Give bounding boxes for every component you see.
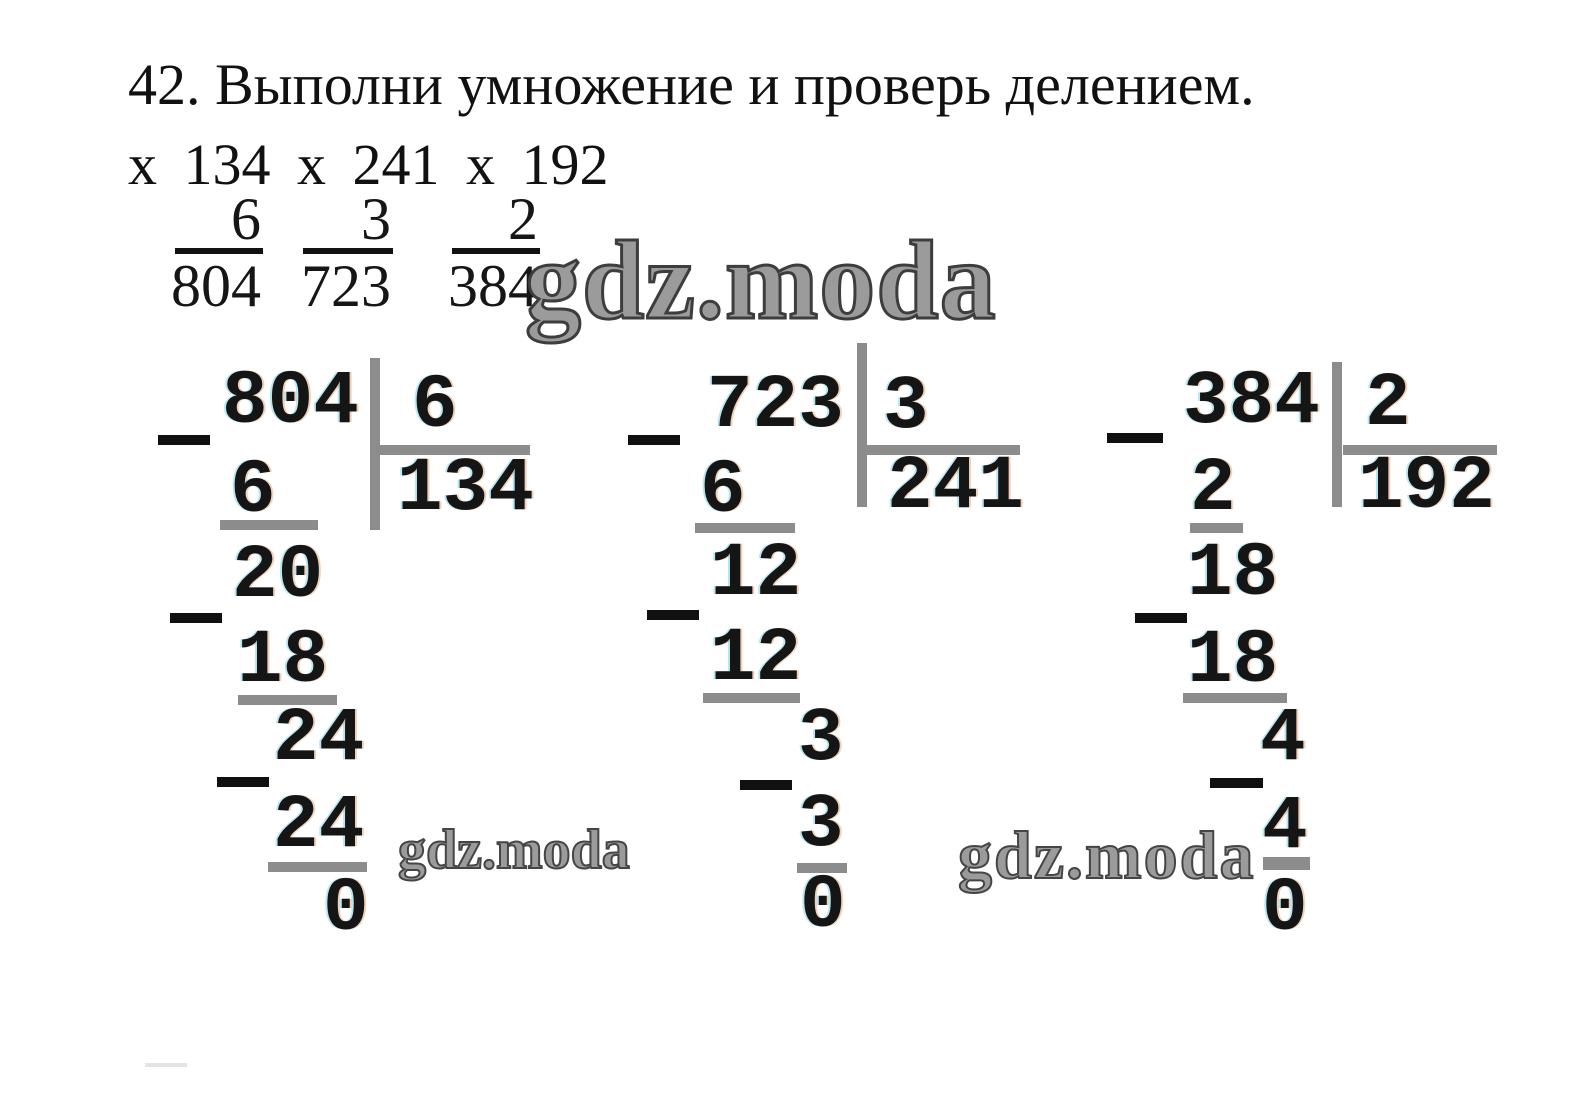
multiplication-column-1: 6 804 (171, 180, 263, 320)
division-corner-vertical-line (857, 343, 867, 507)
subtrahend-number: 18 (237, 618, 329, 704)
subtraction-underline (1190, 523, 1243, 533)
remainder-step-number: 18 (1187, 531, 1279, 617)
quotient-number: 134 (397, 446, 534, 532)
remainder-step-number: 4 (1260, 696, 1306, 782)
minus-sign (628, 435, 680, 445)
subtraction-underline (1183, 693, 1287, 703)
subtraction-underline (238, 695, 337, 705)
quotient-number: 241 (887, 444, 1024, 530)
subtrahend-number: 3 (798, 782, 844, 868)
divisor-number: 6 (412, 363, 458, 449)
minus-sign (217, 777, 269, 787)
multiplication-column-3: 2 384 (448, 180, 540, 320)
remainder-step-number: 20 (232, 533, 324, 619)
watermark-large: gdz.moda (524, 219, 998, 343)
subtraction-underline (703, 693, 800, 703)
multiplication-underline (303, 248, 393, 254)
watermark-small-left: gdz.moda (397, 819, 631, 881)
remainder-step-number: 3 (798, 696, 844, 782)
subtrahend-number: 18 (1187, 618, 1279, 704)
subtraction-underline (695, 523, 795, 533)
subtraction-underline (1263, 857, 1310, 870)
subtrahend-number: 12 (710, 616, 802, 702)
multiplier-digit: 2 (508, 186, 538, 252)
subtrahend-number: 6 (230, 448, 276, 534)
subtrahend-number: 6 (700, 448, 746, 534)
final-remainder-number: 0 (1262, 866, 1308, 952)
task-title: 42. Выполни умножение и проверь делением… (128, 52, 1255, 117)
subtrahend-number: 4 (1262, 784, 1308, 870)
multiplier-digit: 6 (231, 186, 261, 252)
division-corner-horizontal-line (867, 445, 1020, 455)
multiplication-column-2: 3 723 (301, 180, 393, 320)
division-workings-723: 723 3 241 6 12 12 3 3 0 (620, 340, 1040, 960)
division-corner-horizontal-line (380, 445, 530, 455)
product-number: 723 (301, 253, 391, 319)
dividend-number: 723 (707, 363, 844, 449)
multiplication-underline (175, 248, 263, 254)
final-remainder-number: 0 (323, 866, 369, 952)
subtrahend-number: 2 (1190, 446, 1236, 532)
product-number: 384 (448, 253, 538, 319)
remainder-step-number: 12 (710, 531, 802, 617)
dividend-number: 384 (1183, 359, 1320, 445)
division-corner-vertical-line (1332, 362, 1342, 507)
minus-sign (170, 613, 222, 623)
subtrahend-number: 24 (273, 783, 365, 869)
minus-sign (1210, 778, 1263, 788)
multiplier-digit: 3 (361, 186, 391, 252)
division-corner-vertical-line (370, 358, 380, 530)
minus-sign (647, 610, 699, 620)
faint-print-artifact (145, 1063, 187, 1067)
multiplication-factors-line: х 134 х 241 х 192 (128, 132, 609, 197)
minus-sign (1135, 613, 1187, 623)
division-corner-horizontal-line (1343, 445, 1497, 455)
minus-sign (158, 435, 210, 445)
watermark-small-right: gdz.moda (957, 817, 1256, 893)
division-workings-804: 804 6 134 6 20 18 24 24 0 (150, 340, 570, 960)
remainder-step-number: 24 (273, 696, 365, 782)
subtraction-underline (220, 520, 318, 530)
dividend-number: 804 (222, 359, 359, 445)
minus-sign (1107, 433, 1163, 443)
product-number: 804 (171, 253, 261, 319)
quotient-number: 192 (1358, 444, 1495, 530)
divisor-number: 2 (1365, 361, 1411, 447)
subtraction-underline (797, 863, 847, 873)
final-remainder-number: 0 (800, 863, 846, 949)
multiplication-underline (452, 248, 540, 254)
divisor-number: 3 (883, 364, 929, 450)
subtraction-underline (268, 862, 367, 872)
division-workings-384: 384 2 192 2 18 18 4 4 0 (1095, 340, 1515, 960)
minus-sign (740, 780, 792, 790)
